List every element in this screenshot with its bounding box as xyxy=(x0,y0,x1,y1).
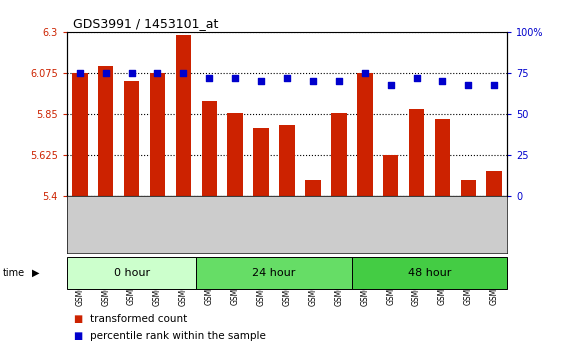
Bar xyxy=(279,125,295,196)
Point xyxy=(490,82,499,87)
Point xyxy=(282,75,292,81)
Point xyxy=(386,82,395,87)
Bar xyxy=(227,113,243,196)
Point xyxy=(75,70,84,76)
Text: 24 hour: 24 hour xyxy=(252,268,296,278)
Text: GDS3991 / 1453101_at: GDS3991 / 1453101_at xyxy=(73,17,218,30)
Bar xyxy=(409,109,424,196)
Bar xyxy=(124,81,139,196)
Text: ■: ■ xyxy=(73,314,82,324)
Bar xyxy=(253,128,269,196)
Bar xyxy=(435,119,450,196)
Point xyxy=(412,75,421,81)
Bar xyxy=(98,66,113,196)
Point xyxy=(438,79,447,84)
Point xyxy=(179,70,188,76)
Bar xyxy=(150,73,165,196)
Point xyxy=(205,75,214,81)
Bar xyxy=(331,113,347,196)
Text: 48 hour: 48 hour xyxy=(408,268,451,278)
Point xyxy=(464,82,473,87)
Bar xyxy=(67,257,196,289)
Bar xyxy=(72,73,88,196)
Point xyxy=(153,70,162,76)
Bar xyxy=(383,155,399,196)
Text: ■: ■ xyxy=(73,331,82,341)
Bar xyxy=(461,180,476,196)
Bar xyxy=(175,35,191,196)
Bar xyxy=(196,257,352,289)
Bar xyxy=(305,180,321,196)
Point xyxy=(231,75,240,81)
Point xyxy=(334,79,343,84)
Text: ▶: ▶ xyxy=(32,268,40,278)
Bar xyxy=(357,73,372,196)
Text: transformed count: transformed count xyxy=(90,314,187,324)
Point xyxy=(127,70,136,76)
Point xyxy=(309,79,318,84)
Point xyxy=(360,70,370,76)
Bar xyxy=(486,171,502,196)
Text: time: time xyxy=(3,268,25,278)
Bar xyxy=(202,101,217,196)
Text: percentile rank within the sample: percentile rank within the sample xyxy=(90,331,266,341)
Point xyxy=(101,70,110,76)
Text: 0 hour: 0 hour xyxy=(113,268,150,278)
Bar xyxy=(352,257,507,289)
Point xyxy=(256,79,266,84)
